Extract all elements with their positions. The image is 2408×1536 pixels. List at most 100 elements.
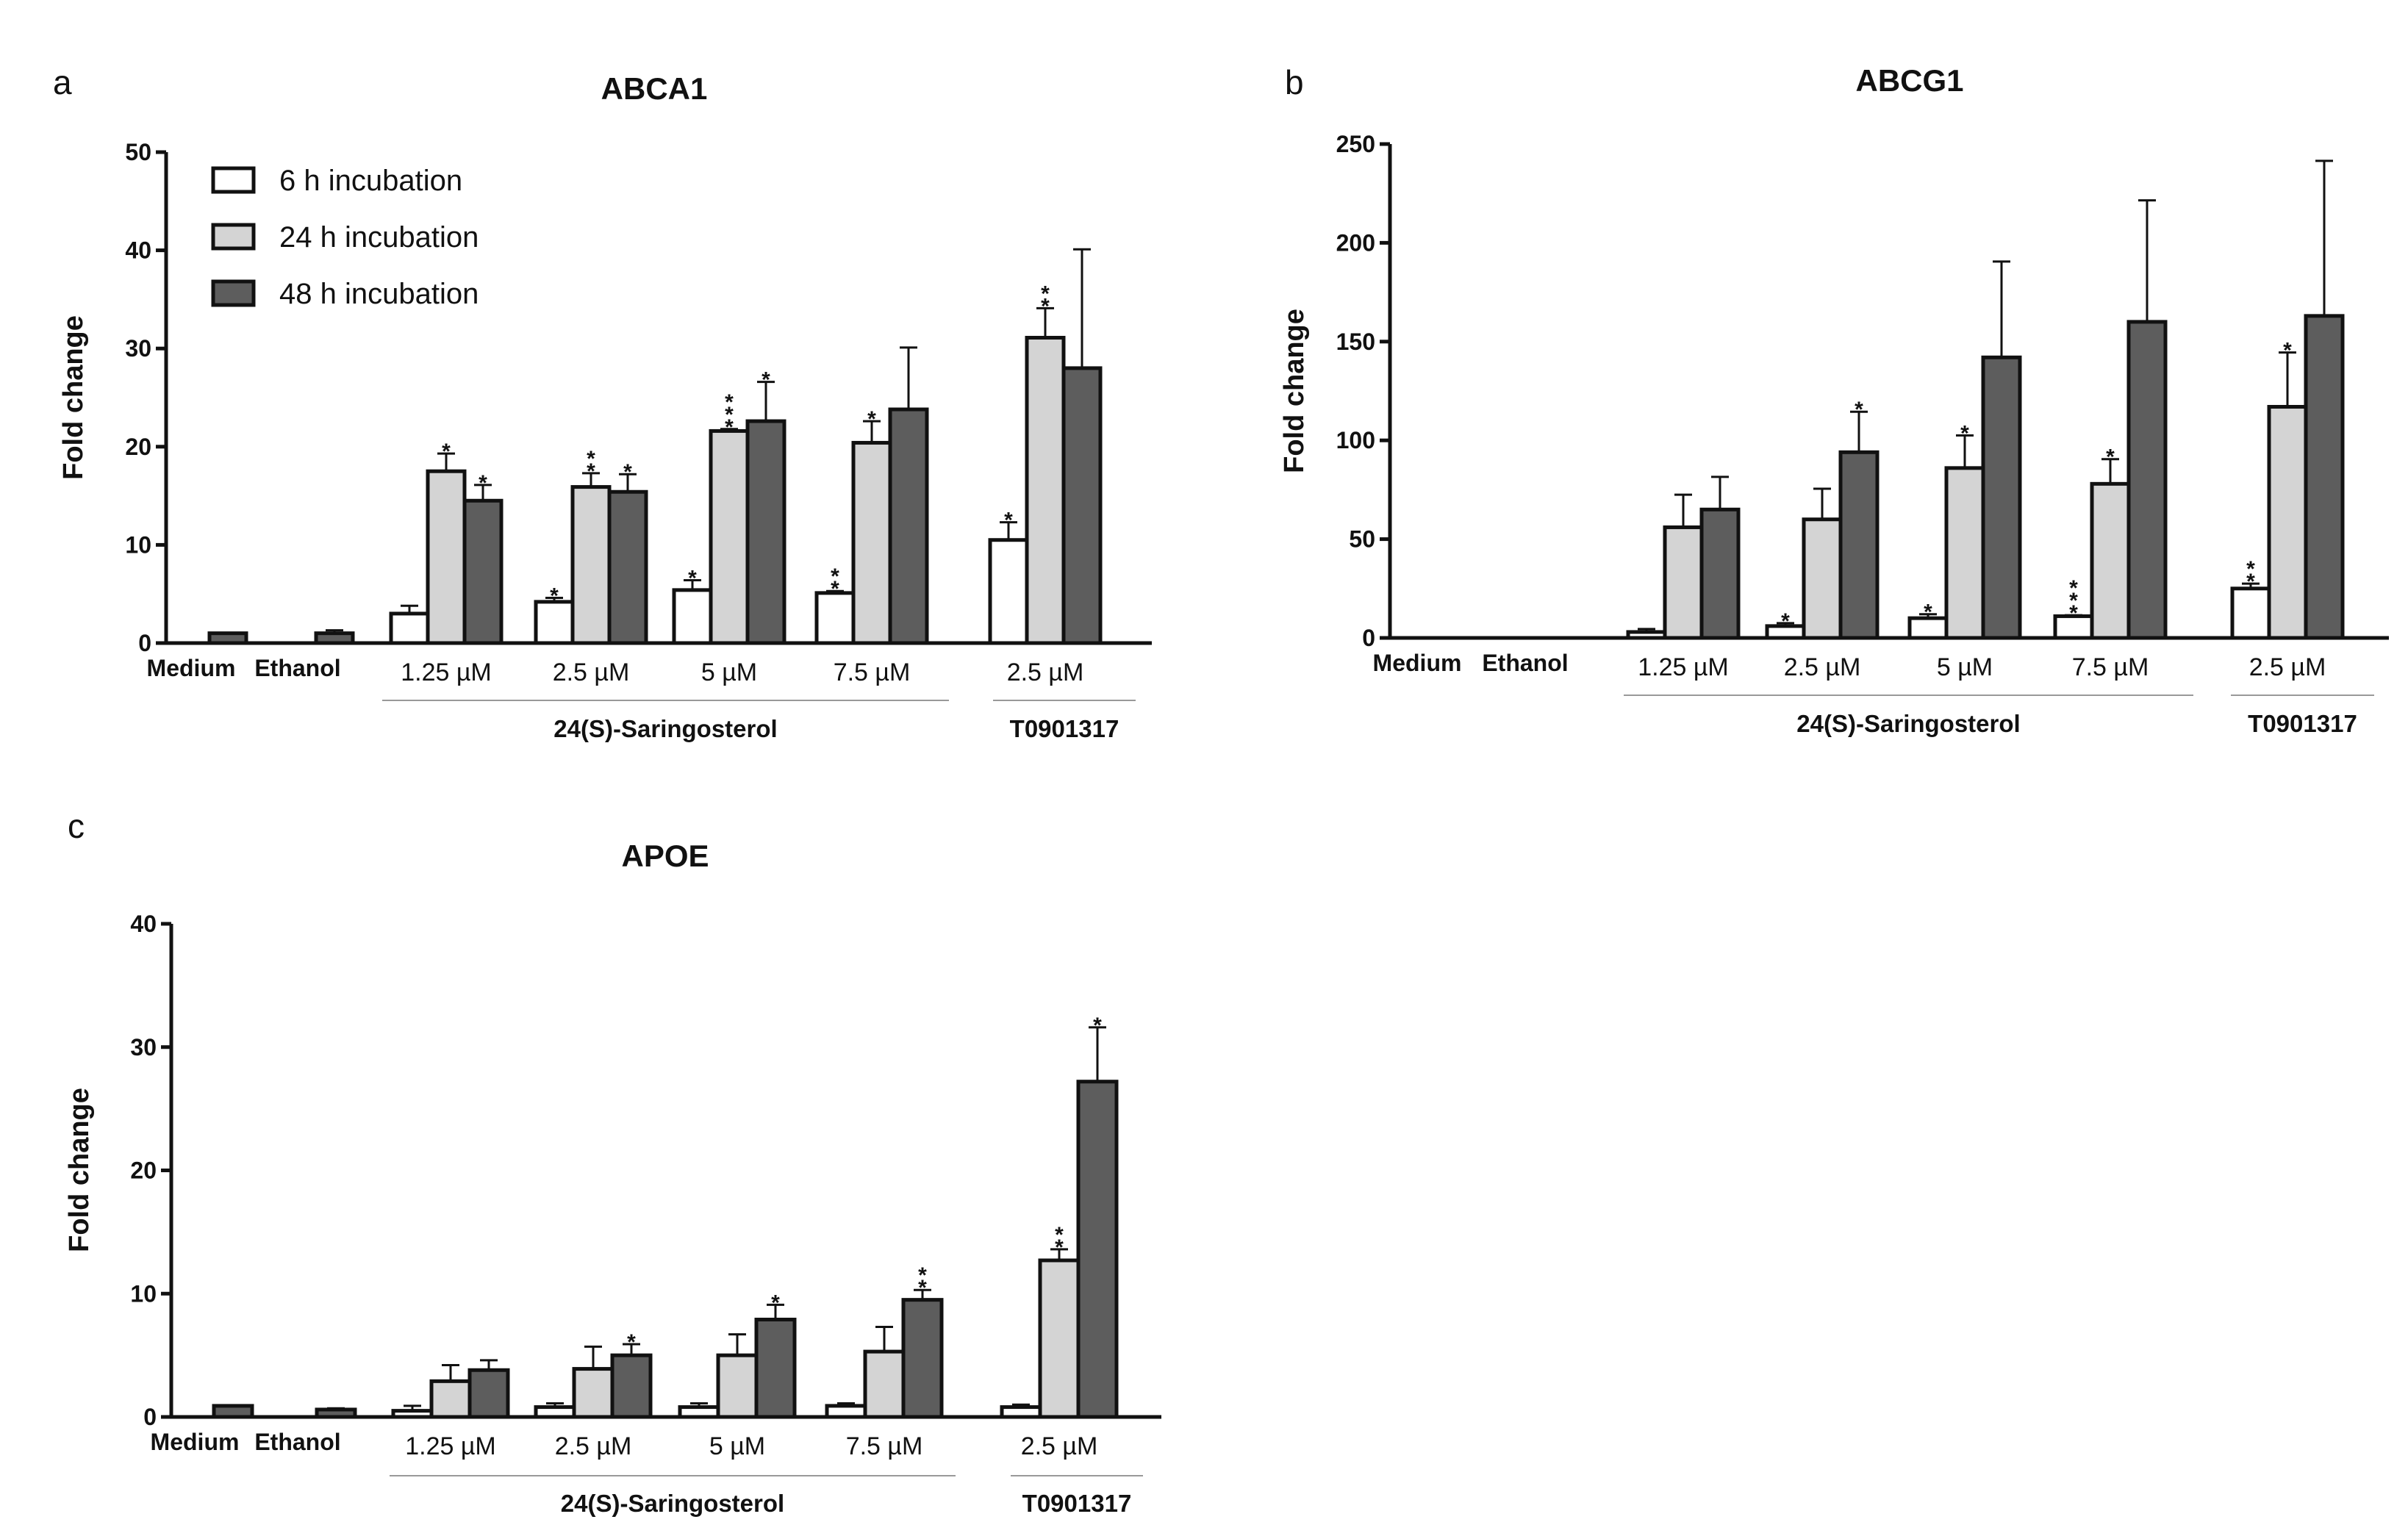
y-tick-label: 150 (1336, 329, 1375, 355)
chart-panel-c: c APOE Fold change 0 10 20 30 40 Medium Ethanol 1.… (64, 807, 1161, 1517)
group-label: T0901317 (1022, 1490, 1132, 1517)
bar (754, 1317, 797, 1419)
bar (2267, 405, 2308, 640)
bar (1025, 336, 1066, 645)
bar (716, 1353, 759, 1419)
y-tick-label: 40 (125, 237, 151, 264)
bar (1981, 355, 2022, 640)
bar (1838, 450, 1880, 640)
significance-star: * (762, 368, 770, 392)
bar (1061, 366, 1103, 645)
significance-star: * (2069, 589, 2078, 613)
significance-star: * (725, 390, 734, 414)
category-label: 7.5 µM (846, 1432, 923, 1460)
category-label: 7.5 µM (2072, 653, 2149, 681)
bar (467, 1368, 510, 1419)
significance-star: * (442, 439, 451, 464)
category-label: 2.5 µM (1021, 1432, 1098, 1460)
significance-star: * (2246, 570, 2255, 594)
bar (709, 428, 750, 645)
significance-star: * (587, 459, 595, 484)
category-label: Ethanol (1482, 650, 1568, 676)
significance-star: * (867, 407, 876, 431)
bar (1802, 517, 1843, 640)
bar (1663, 525, 1704, 640)
significance-star: * (725, 415, 734, 439)
y-axis-label: Fold change (58, 315, 89, 480)
bar (426, 469, 467, 645)
category-label: 2.5 µM (1784, 653, 1861, 681)
legend: 6 h incubation 24 h incubation 48 h incuba… (211, 165, 479, 310)
category-label: 7.5 µM (834, 658, 911, 686)
significance-star: * (1041, 281, 1050, 306)
significance-star: * (1924, 600, 1932, 625)
category-label: 1.25 µM (1638, 653, 1729, 681)
chart-title: APOE (621, 839, 709, 873)
group-label: 24(S)-Saringosterol (553, 715, 777, 742)
significance-star: * (2246, 557, 2255, 581)
legend-swatch (211, 223, 256, 251)
panel-letter-b: b (1285, 63, 1304, 101)
panel-letter-c: c (68, 807, 85, 845)
significance-star: * (831, 564, 839, 589)
y-tick-label: 200 (1336, 229, 1375, 256)
bar (672, 588, 713, 645)
bar (389, 611, 430, 645)
significance-star: * (1004, 509, 1013, 533)
bar (863, 1349, 906, 1419)
significance-star: * (1960, 421, 1969, 445)
bar (429, 1379, 472, 1419)
significance-star: * (918, 1276, 927, 1300)
y-tick-label: 0 (1362, 625, 1375, 651)
category-label: Ethanol (254, 1429, 340, 1455)
y-tick-label: 50 (125, 139, 151, 165)
bar (745, 419, 786, 645)
y-tick-label: 0 (138, 630, 151, 656)
bar (462, 498, 504, 645)
significance-star: * (1855, 398, 1863, 422)
chart-panel-a: a ABCA1 Fold change 0 10 20 30 40 50 Medium Ethano… (53, 63, 1152, 742)
y-tick-label: 100 (1336, 427, 1375, 453)
panel-letter-a: a (53, 63, 72, 101)
y-tick-label: 40 (130, 911, 157, 937)
category-label: 5 µM (709, 1432, 765, 1460)
group-label: 24(S)-Saringosterol (561, 1490, 784, 1517)
y-tick-label: 250 (1336, 131, 1375, 157)
y-tick-label: 30 (125, 335, 151, 362)
bar (610, 1353, 653, 1419)
y-tick-label: 50 (1349, 526, 1375, 553)
y-tick-label: 20 (125, 434, 151, 460)
bar (851, 440, 892, 645)
significance-star: * (2106, 445, 2115, 470)
group-label: T0901317 (1010, 715, 1119, 742)
bar (1076, 1080, 1119, 1419)
chart-title: ABCG1 (1855, 63, 1963, 98)
significance-star: * (831, 577, 839, 601)
y-tick-label: 10 (130, 1280, 157, 1307)
y-tick-label: 30 (130, 1034, 157, 1061)
y-tick-label: 10 (125, 531, 151, 558)
legend-label: 48 h incubation (279, 278, 479, 310)
category-label: 5 µM (1937, 653, 1993, 681)
category-label: 1.25 µM (401, 658, 492, 686)
category-label: Medium (151, 1429, 240, 1455)
significance-star: * (587, 447, 595, 471)
bar (2126, 320, 2168, 640)
significance-star: * (725, 403, 734, 427)
bar (1944, 466, 1985, 640)
significance-star: * (479, 471, 487, 495)
y-tick-label: 0 (143, 1404, 157, 1430)
group-label: T0901317 (2248, 710, 2357, 737)
bar (1907, 616, 1949, 640)
category-label: Medium (147, 655, 236, 681)
bar (607, 489, 648, 645)
significance-star: * (2283, 339, 2292, 363)
significance-star: * (2069, 601, 2078, 625)
significance-star: * (627, 1330, 636, 1354)
y-axis-label: Fold change (1279, 309, 1310, 473)
significance-star: * (2069, 576, 2078, 600)
bar (2090, 481, 2131, 640)
category-label: 2.5 µM (553, 658, 630, 686)
bar (570, 485, 612, 645)
